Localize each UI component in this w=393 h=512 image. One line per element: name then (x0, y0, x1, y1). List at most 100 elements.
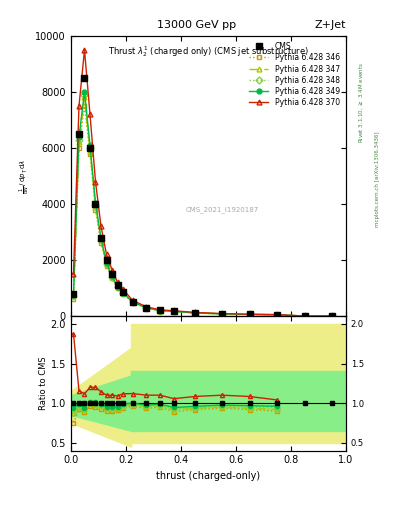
Pythia 6.428 346 (220, 311, 224, 317)
Line: Pythia 6.428 346: Pythia 6.428 346 (71, 103, 334, 318)
Pythia 6.428 349 (220, 311, 224, 317)
Pythia 6.428 348 (93, 202, 98, 208)
Text: CMS_2021_I1920187: CMS_2021_I1920187 (185, 206, 259, 213)
Pythia 6.428 346 (82, 103, 87, 109)
Pythia 6.428 346 (121, 291, 125, 297)
Pythia 6.428 347 (99, 238, 103, 244)
Pythia 6.428 349 (88, 142, 92, 148)
Pythia 6.428 348 (247, 311, 252, 317)
Pythia 6.428 348 (302, 313, 307, 319)
Pythia 6.428 349 (99, 235, 103, 241)
Pythia 6.428 349 (158, 308, 163, 314)
CMS (110, 271, 114, 277)
Pythia 6.428 349 (82, 89, 87, 95)
Line: CMS: CMS (71, 75, 335, 319)
Pythia 6.428 346 (115, 285, 120, 291)
Pythia 6.428 370 (192, 309, 197, 315)
Pythia 6.428 370 (247, 311, 252, 317)
Pythia 6.428 349 (302, 313, 307, 319)
CMS (247, 311, 252, 317)
CMS (115, 282, 120, 288)
Pythia 6.428 346 (88, 151, 92, 157)
Pythia 6.428 348 (115, 284, 120, 290)
Pythia 6.428 348 (130, 299, 135, 305)
CMS (130, 299, 135, 305)
Pythia 6.428 346 (192, 310, 197, 316)
Line: Pythia 6.428 347: Pythia 6.428 347 (71, 95, 334, 318)
Pythia 6.428 346 (130, 300, 135, 306)
Y-axis label: Ratio to CMS: Ratio to CMS (39, 356, 48, 410)
Pythia 6.428 370 (71, 271, 76, 277)
Pythia 6.428 348 (192, 310, 197, 316)
Pythia 6.428 349 (130, 299, 135, 305)
Pythia 6.428 346 (110, 275, 114, 281)
CMS (220, 311, 224, 317)
Pythia 6.428 370 (171, 308, 176, 314)
Pythia 6.428 349 (93, 200, 98, 206)
Text: mcplots.cern.ch [arXiv:1306.3436]: mcplots.cern.ch [arXiv:1306.3436] (375, 132, 380, 227)
Pythia 6.428 346 (171, 309, 176, 315)
CMS (77, 131, 81, 137)
Pythia 6.428 349 (121, 289, 125, 295)
Pythia 6.428 370 (93, 179, 98, 185)
Pythia 6.428 347 (158, 308, 163, 314)
Pythia 6.428 370 (220, 310, 224, 316)
Pythia 6.428 349 (171, 308, 176, 314)
Pythia 6.428 346 (330, 313, 334, 319)
Pythia 6.428 370 (99, 223, 103, 229)
Pythia 6.428 349 (144, 305, 149, 311)
Pythia 6.428 349 (275, 312, 279, 318)
Pythia 6.428 370 (121, 286, 125, 292)
Pythia 6.428 347 (247, 311, 252, 317)
Pythia 6.428 346 (77, 145, 81, 151)
Pythia 6.428 349 (104, 260, 109, 266)
Pythia 6.428 347 (275, 312, 279, 318)
Text: 13000 GeV pp: 13000 GeV pp (157, 20, 236, 31)
CMS (88, 145, 92, 151)
Pythia 6.428 348 (82, 92, 87, 98)
Pythia 6.428 346 (99, 240, 103, 246)
CMS (302, 313, 307, 319)
Pythia 6.428 347 (130, 299, 135, 305)
Pythia 6.428 347 (192, 310, 197, 316)
Pythia 6.428 370 (88, 111, 92, 117)
Pythia 6.428 346 (104, 263, 109, 269)
Pythia 6.428 370 (275, 311, 279, 317)
Pythia 6.428 370 (82, 47, 87, 53)
Pythia 6.428 348 (71, 293, 76, 300)
CMS (71, 291, 76, 297)
Line: Pythia 6.428 349: Pythia 6.428 349 (71, 90, 334, 318)
Pythia 6.428 347 (88, 147, 92, 154)
Pythia 6.428 347 (93, 204, 98, 210)
Pythia 6.428 349 (115, 284, 120, 290)
Pythia 6.428 346 (302, 313, 307, 319)
Pythia 6.428 349 (330, 313, 334, 319)
CMS (93, 201, 98, 207)
Pythia 6.428 348 (330, 313, 334, 319)
Pythia 6.428 348 (158, 308, 163, 314)
Pythia 6.428 370 (302, 313, 307, 319)
Y-axis label: $\frac{1}{\mathrm{d}N}\,/\,\mathrm{d}p_T\,\mathrm{d}\lambda$: $\frac{1}{\mathrm{d}N}\,/\,\mathrm{d}p_T… (18, 158, 33, 194)
CMS (144, 305, 149, 311)
Pythia 6.428 346 (275, 312, 279, 318)
CMS (275, 312, 279, 318)
Text: Z+Jet: Z+Jet (314, 20, 346, 31)
Pythia 6.428 348 (121, 290, 125, 296)
Pythia 6.428 349 (192, 310, 197, 316)
Pythia 6.428 347 (71, 293, 76, 300)
Pythia 6.428 346 (158, 308, 163, 314)
Pythia 6.428 370 (110, 267, 114, 273)
Pythia 6.428 347 (220, 311, 224, 317)
Pythia 6.428 346 (247, 311, 252, 317)
Pythia 6.428 348 (99, 237, 103, 243)
Pythia 6.428 347 (104, 261, 109, 267)
Pythia 6.428 347 (77, 139, 81, 145)
Pythia 6.428 370 (104, 251, 109, 258)
Pythia 6.428 348 (110, 274, 114, 280)
CMS (158, 307, 163, 313)
Pythia 6.428 348 (88, 145, 92, 151)
Legend: CMS, Pythia 6.428 346, Pythia 6.428 347, Pythia 6.428 348, Pythia 6.428 349, Pyt: CMS, Pythia 6.428 346, Pythia 6.428 347,… (247, 39, 342, 110)
X-axis label: thrust (charged-only): thrust (charged-only) (156, 471, 260, 481)
Pythia 6.428 348 (220, 311, 224, 317)
Line: Pythia 6.428 370: Pythia 6.428 370 (71, 48, 334, 318)
